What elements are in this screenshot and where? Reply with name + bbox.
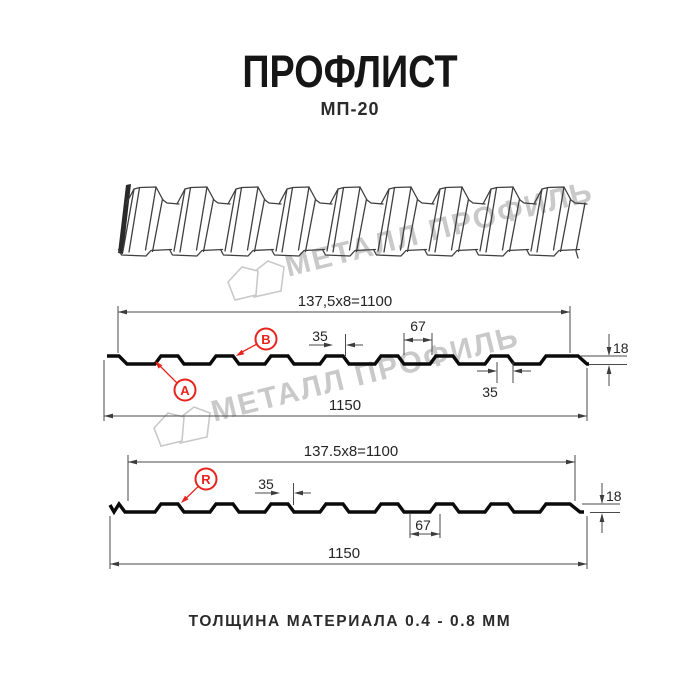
logo-shape-left <box>227 266 259 301</box>
marker-a: A <box>155 361 197 402</box>
page-title: ПРОФЛИСТ <box>242 46 458 97</box>
marker-b: B <box>236 327 278 356</box>
marker-a-letter: A <box>180 383 190 398</box>
dimension-coverage-width: 137,5x8=1100 <box>298 293 392 310</box>
dimension-trough-width: 67 <box>415 517 431 533</box>
dimension-profile-height: 18 <box>613 340 629 356</box>
profile-top-outline <box>107 354 589 366</box>
dimension-crest-top-width: 35 <box>312 328 328 344</box>
dimension-overall-width: 1150 <box>328 545 360 562</box>
material-thickness-note: ТОЛЩИНА МАТЕРИАЛА 0.4 - 0.8 ММ <box>188 613 512 630</box>
dimension-crest-base-width: 35 <box>482 384 498 400</box>
dimension-coverage-width: 137.5x8=1100 <box>304 443 398 460</box>
marker-b-letter: B <box>261 332 270 347</box>
metall-profil-logo-watermark <box>227 260 285 301</box>
profile-top-drawing: 137,5x8=1100 35 67 35 18 1150 A <box>103 293 629 421</box>
dimension-trough-width: 67 <box>410 318 426 334</box>
dimension-profile-height: 18 <box>606 488 622 504</box>
profile-model-subtitle: МП-20 <box>320 99 380 119</box>
dimension-crest-top-width: 35 <box>258 476 274 492</box>
profile-bottom-drawing: 137.5x8=1100 35 67 18 1150 R <box>108 443 622 569</box>
sheet-right-edge <box>575 202 586 259</box>
sheet-3d-drawing <box>117 184 588 259</box>
marker-r: R <box>181 467 218 503</box>
dimension-overall-width: 1150 <box>329 397 361 414</box>
marker-r-letter: R <box>201 472 211 487</box>
profile-bottom-outline <box>108 500 584 516</box>
